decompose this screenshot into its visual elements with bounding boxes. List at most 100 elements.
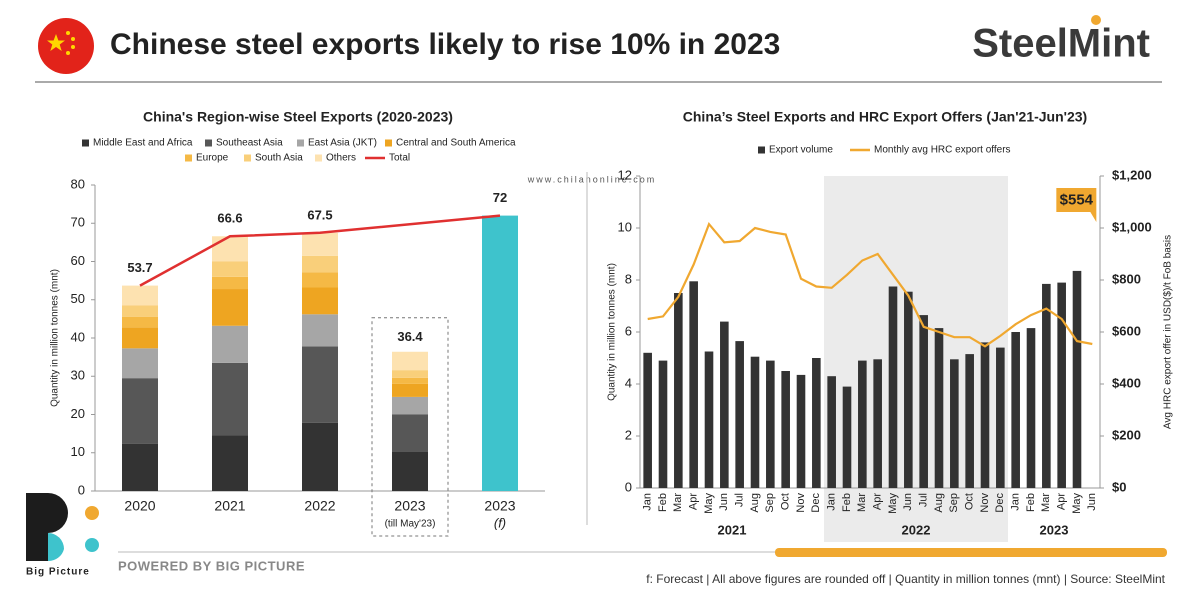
bar [812, 358, 821, 488]
bar-segment [122, 316, 158, 328]
x-tick-label: 2022 [304, 498, 335, 514]
bar [842, 386, 852, 488]
x-tick-label: Aug [749, 493, 761, 513]
y-tick-label: 80 [71, 176, 85, 191]
x-tick-label: Apr [872, 493, 884, 510]
legend-swatch [297, 139, 304, 147]
y-tick-label: 70 [71, 215, 85, 230]
y-axis-label: Quantity in million tonnes (mnt) [607, 263, 618, 401]
group-label: 2021 [718, 522, 747, 537]
bar [766, 360, 775, 488]
x-tick-label: Jul [918, 493, 930, 507]
data-label: 66.6 [217, 211, 242, 226]
line [647, 221, 1093, 348]
bar [858, 360, 867, 488]
bar-segment [392, 414, 428, 452]
x-tick-label: May [1071, 493, 1083, 514]
x-tick-label: Jul [734, 493, 746, 507]
annotation-box [1056, 188, 1097, 212]
bar [1026, 328, 1036, 488]
powered-by: POWERED BY BIG PICTURE [118, 558, 305, 573]
legend-label: Others [326, 153, 356, 164]
data-label: 53.7 [127, 260, 152, 275]
y2-tick-label: $800 [1112, 271, 1141, 286]
bar-segment [122, 285, 158, 306]
watermark: www.chilanonline.com [527, 174, 657, 184]
bar [827, 376, 836, 488]
bar-segment [392, 370, 428, 378]
logo-shape [26, 493, 68, 561]
bar-segment [212, 261, 248, 277]
flag-star [71, 37, 75, 41]
y-tick-label: 2 [625, 427, 632, 442]
bar [919, 315, 928, 488]
group-label: 2023 [1040, 522, 1069, 537]
legend-label: Middle East and Africa [93, 138, 193, 149]
brand-dot [1091, 15, 1101, 25]
forecast-bar [482, 215, 518, 491]
data-label: 36.4 [397, 329, 423, 344]
brand-logo: SteelMint [972, 22, 1150, 66]
bar [735, 341, 744, 488]
y-tick-label: 6 [625, 323, 632, 338]
x-tick-label: Feb [841, 493, 853, 512]
bar-segment [392, 351, 428, 371]
bar-segment [302, 314, 338, 347]
bar [1057, 282, 1066, 488]
y-tick-label: 0 [78, 482, 85, 497]
y2-tick-label: $400 [1112, 375, 1141, 390]
logo-dot [85, 538, 99, 552]
y-tick-label: 50 [71, 291, 85, 306]
chart-title: China’s Steel Exports and HRC Export Off… [683, 109, 1087, 125]
x-tick-label: Mar [856, 493, 868, 512]
legend-label: Total [389, 153, 410, 164]
bar [720, 321, 729, 488]
x-tick-label: Apr [1056, 493, 1068, 510]
legend-swatch [205, 139, 212, 147]
annotation-label: $554 [1060, 191, 1094, 208]
highlight-box [371, 317, 449, 537]
chart-title: China's Region-wise Steel Exports (2020-… [143, 109, 453, 125]
bar-segment [302, 422, 338, 491]
data-label: 67.5 [307, 207, 332, 222]
bar [750, 356, 760, 488]
x-tick-note: (f) [494, 515, 506, 530]
bar [965, 354, 974, 488]
y2-tick-label: $200 [1112, 427, 1141, 442]
x-tick-label: 2023 [484, 498, 515, 514]
bar [888, 286, 898, 488]
legend-label: Monthly avg HRC export offers [874, 145, 1011, 156]
bar [689, 281, 698, 488]
bar [796, 374, 806, 488]
bar-segment [392, 377, 428, 384]
x-tick-label: May [703, 493, 715, 514]
bar [781, 371, 790, 488]
bar-segment [392, 396, 428, 415]
footnote: f: Forecast | All above figures are roun… [646, 572, 1165, 586]
x-tick-label: Feb [657, 493, 669, 512]
bar-segment [302, 232, 338, 256]
bar [1011, 332, 1020, 488]
bar-segment [392, 383, 428, 397]
x-tick-label: Dec [810, 493, 822, 513]
bar [1042, 283, 1051, 488]
legend-swatch [185, 154, 192, 162]
bar [950, 359, 959, 488]
y-tick-label: 0 [625, 479, 632, 494]
legend-label: Southeast Asia [216, 138, 283, 149]
legend-swatch [244, 154, 251, 162]
x-tick-note: (till May'23) [385, 519, 436, 530]
logo-dot [85, 506, 99, 520]
y-tick-label: 10 [618, 219, 632, 234]
x-tick-label: May [887, 493, 899, 514]
bar [996, 347, 1005, 488]
bar [643, 352, 652, 488]
legend-swatch [385, 139, 392, 147]
legend-label: Europe [196, 153, 229, 164]
group-label: 2022 [902, 522, 931, 537]
legend-label: Export volume [769, 145, 833, 156]
logo-shape [48, 533, 64, 562]
y-tick-label: 20 [71, 406, 85, 421]
